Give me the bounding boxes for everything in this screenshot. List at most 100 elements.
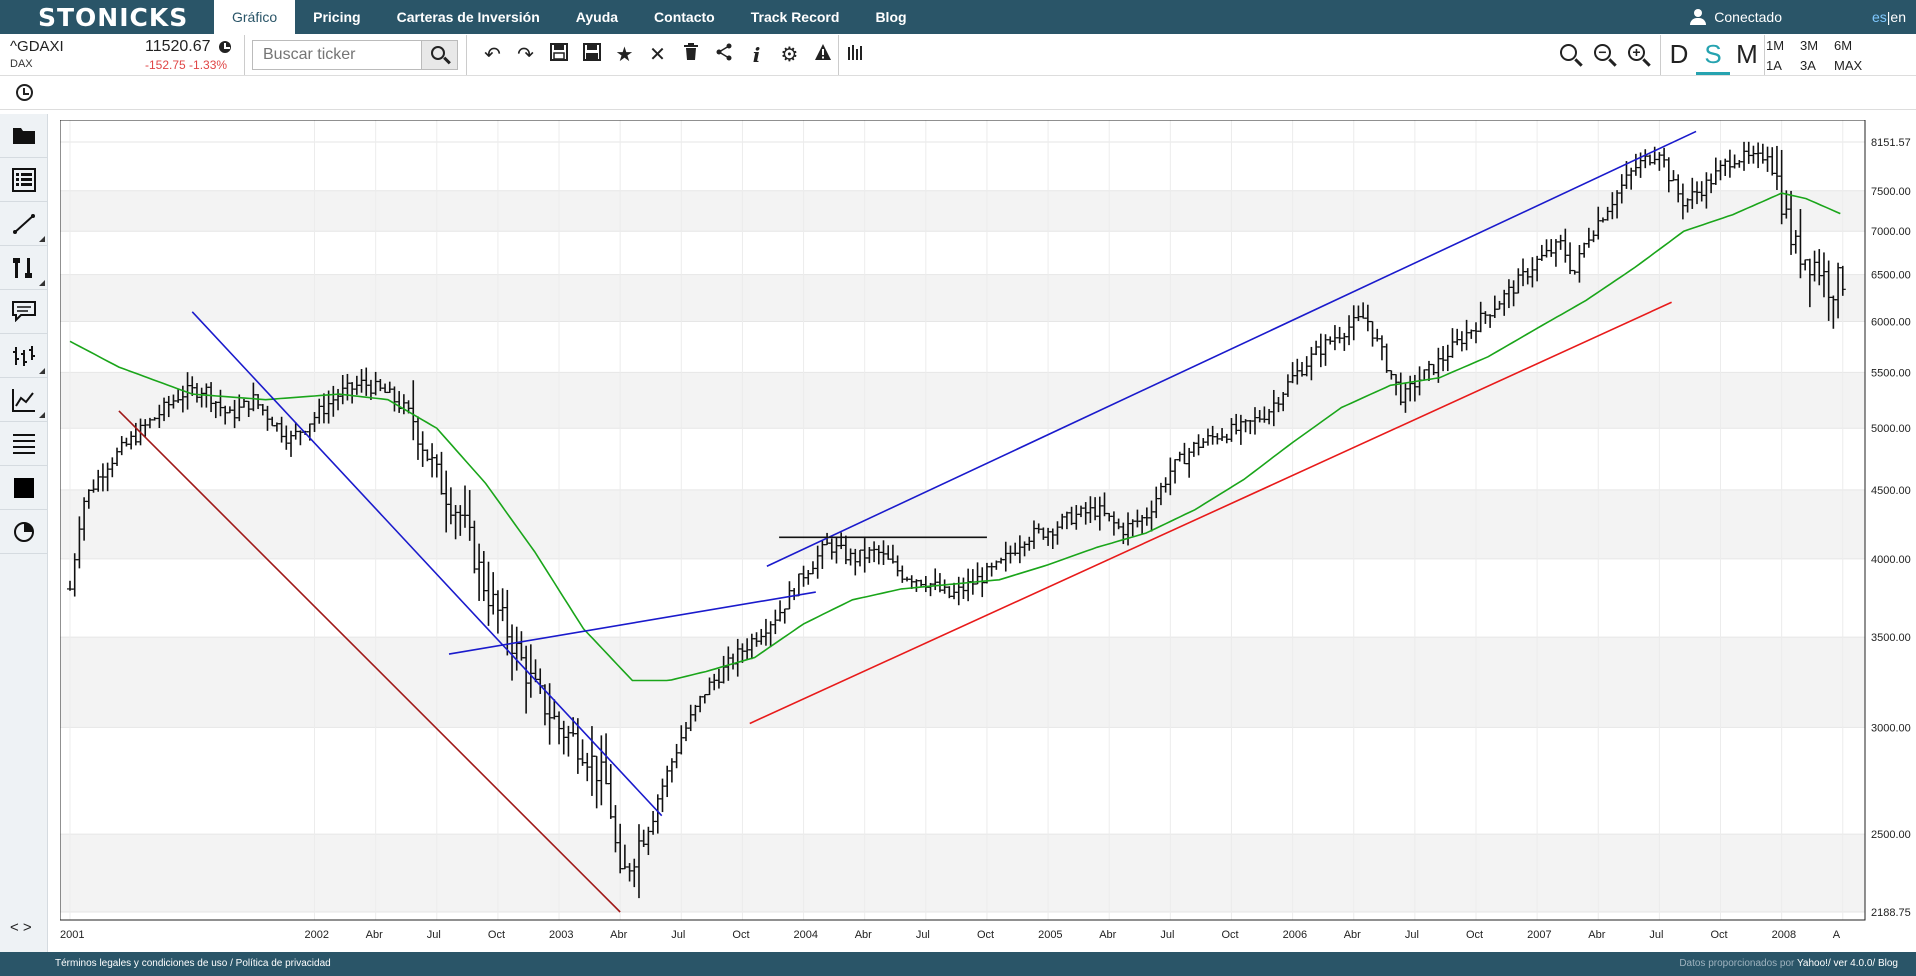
nav-grafico[interactable]: Gráfico [214, 0, 296, 34]
zoom-tools: − + [1554, 40, 1656, 70]
bars-icon[interactable] [839, 42, 872, 68]
ticker-change: -152.75 -1.33% [145, 58, 228, 72]
x-tick-label: Jul [1160, 929, 1174, 941]
period-monthly[interactable]: M [1736, 39, 1758, 69]
range-1m[interactable]: 1M [1766, 38, 1785, 53]
data-source-links[interactable]: Yahoo!/ ver 4.0.0/ Blog [1797, 958, 1898, 969]
range-6m[interactable]: 6M [1834, 38, 1853, 53]
price-chart[interactable]: 8151.57 7500.00 7000.00 6500.00 6000.00 5500.… [60, 120, 1916, 952]
x-tick-label: Oct [1221, 929, 1238, 941]
share-icon[interactable] [707, 42, 740, 68]
line-chart-icon[interactable] [0, 378, 48, 422]
info-icon[interactable]: i [752, 43, 761, 67]
x-tick-label: A [1833, 929, 1841, 941]
warning-icon[interactable] [806, 42, 839, 68]
folder-icon[interactable] [0, 114, 48, 158]
settings-icon[interactable]: ⚙ [780, 44, 799, 66]
legal-link[interactable]: Términos legales y condiciones de uso / … [55, 958, 331, 969]
y-tick-label: 5000.00 [1871, 423, 1911, 435]
nav-pricing[interactable]: Pricing [313, 9, 361, 25]
list-icon[interactable] [0, 158, 48, 202]
nav-track-record[interactable]: Track Record [750, 9, 840, 25]
divider [1660, 35, 1661, 75]
star-icon[interactable]: ★ [615, 44, 634, 66]
y-tick-label: 4000.00 [1871, 554, 1911, 566]
range-max[interactable]: MAX [1834, 58, 1863, 73]
y-tick-label: 5500.00 [1871, 367, 1911, 379]
color-square-icon[interactable] [0, 466, 48, 510]
range-1a[interactable]: 1A [1766, 58, 1782, 73]
save-all-icon[interactable] [575, 42, 608, 68]
nav-contacto[interactable]: Contacto [654, 9, 715, 25]
history-icon[interactable] [16, 84, 33, 101]
chart-area[interactable]: 8151.57 7500.00 7000.00 6500.00 6000.00 5500.… [60, 120, 1916, 952]
y-tick-label: 2500.00 [1871, 829, 1911, 841]
x-tick-label: Jul [427, 929, 441, 941]
user-menu[interactable]: Conectado [1690, 9, 1782, 25]
clock-icon[interactable] [219, 41, 231, 53]
x-tick-label: 2002 [305, 929, 329, 941]
grid-band [60, 274, 1865, 322]
save-icon[interactable] [542, 42, 575, 68]
top-nav: STONICKS Gráfico Pricing Carteras de Inv… [0, 0, 1916, 34]
user-icon [1690, 9, 1707, 25]
footer: Términos legales y condiciones de uso / … [0, 952, 1916, 976]
chart-toolbar: ^GDAXI DAX 11520.67 -152.75 -1.33% ↶ ↷ ★… [0, 34, 1916, 76]
ticker-price: 11520.67 [145, 38, 211, 55]
trendline-neckline [448, 591, 816, 655]
lang-es[interactable]: es [1871, 9, 1887, 25]
lang-en[interactable]: en [1890, 9, 1906, 25]
divider [466, 35, 467, 75]
x-tick-label: Abr [1099, 929, 1116, 941]
trendline-resistance-2001 [118, 410, 621, 913]
divider [244, 35, 245, 75]
y-tick-label: 7500.00 [1871, 186, 1911, 198]
nav-ayuda[interactable]: Ayuda [575, 9, 619, 25]
x-tick-label: Abr [1588, 929, 1605, 941]
y-tick-label: 4500.00 [1871, 485, 1911, 497]
lines-icon[interactable] [0, 422, 48, 466]
x-tick-label: Abr [1344, 929, 1361, 941]
comment-icon[interactable] [0, 290, 48, 334]
zoom-in-icon[interactable]: + [1622, 40, 1656, 70]
y-tick-label: 6500.00 [1871, 270, 1911, 282]
x-tick-label: Jul [671, 929, 685, 941]
period-daily[interactable]: D [1669, 39, 1689, 69]
line-tool-icon[interactable] [0, 202, 48, 246]
expand-toggle[interactable]: < > [10, 919, 32, 936]
search-button[interactable] [421, 41, 457, 69]
language-switch: es|en [1872, 9, 1906, 25]
grid-band [60, 190, 1865, 232]
pie-icon[interactable] [0, 510, 48, 554]
left-sidebar: < > [0, 114, 48, 952]
lang-separator: | [1886, 9, 1891, 25]
nav-blog[interactable]: Blog [875, 9, 907, 25]
range-3a[interactable]: 3A [1800, 58, 1816, 73]
x-tick-label: 2007 [1527, 929, 1551, 941]
period-weekly[interactable]: S [1696, 39, 1730, 75]
drawing-tools: ↶ ↷ ★ ✕ i ⚙ [476, 42, 872, 68]
zoom-out-icon[interactable]: − [1588, 40, 1622, 70]
zoom-icon[interactable] [1554, 40, 1588, 70]
x-tick-label: Jul [1405, 929, 1419, 941]
indicator-icon[interactable] [0, 334, 48, 378]
y-tick-label: 2188.75 [1871, 907, 1911, 919]
x-tick-label: 2006 [1283, 929, 1307, 941]
redo-icon[interactable]: ↷ [517, 44, 534, 66]
undo-icon[interactable]: ↶ [484, 44, 501, 66]
tools-icon[interactable] [0, 246, 48, 290]
trendline-downtrend [191, 311, 663, 817]
x-tick-label: Jul [1649, 929, 1663, 941]
nav-carteras[interactable]: Carteras de Inversión [396, 9, 540, 25]
ticker-symbol: ^GDAXI [10, 38, 64, 55]
delete-icon[interactable]: ✕ [649, 44, 666, 66]
plot-border [60, 120, 1866, 921]
range-3m[interactable]: 3M [1800, 38, 1819, 53]
search-input[interactable] [253, 41, 421, 69]
brand-logo[interactable]: STONICKS [38, 2, 189, 32]
x-tick-label: Oct [1711, 929, 1728, 941]
data-source: Datos proporcionados por Yahoo!/ ver 4.0… [1679, 952, 1898, 976]
x-tick-label: Oct [1466, 929, 1483, 941]
trash-icon[interactable] [674, 42, 707, 68]
grid-band [60, 372, 1865, 429]
